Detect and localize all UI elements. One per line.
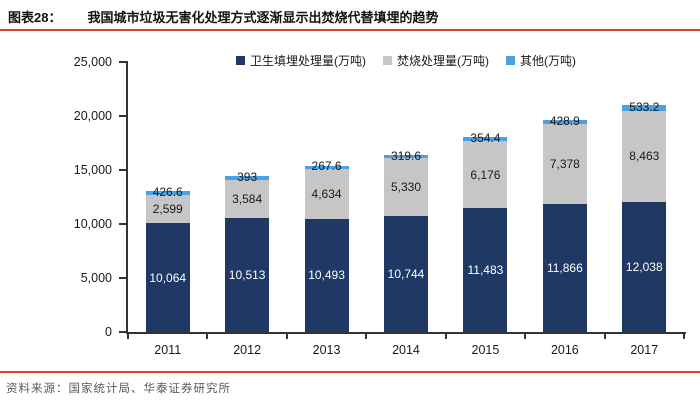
y-tick-label: 25,000 <box>73 55 112 69</box>
bar-label-landfill: 11,866 <box>546 260 583 275</box>
figure-header: 图表28： 我国城市垃圾无害化处理方式逐渐显示出焚烧代替填埋的趋势 <box>8 7 438 26</box>
footer-divider <box>0 371 700 373</box>
y-tick-label: 20,000 <box>73 109 112 123</box>
bar-segment-other <box>542 119 587 125</box>
bar-segment-incineration <box>145 195 190 224</box>
x-tick-label: 2012 <box>233 343 262 357</box>
x-tick-label: 2014 <box>392 343 420 357</box>
bar-segment-incineration <box>463 141 508 208</box>
bar-segment-incineration <box>304 168 349 219</box>
figure-title: 我国城市垃圾无害化处理方式逐渐显示出焚烧代替填埋的趋势 <box>87 10 439 25</box>
bar-label-landfill: 10,744 <box>387 266 425 281</box>
bar-label-incineration: 2,599 <box>152 202 183 217</box>
legend-swatch <box>383 56 392 65</box>
x-axis-tick <box>127 334 129 339</box>
x-axis-tick <box>285 334 288 339</box>
bar-segment-other <box>622 104 667 111</box>
bar-segment-other <box>304 165 349 169</box>
bar-label-other: 267.6 <box>311 159 342 174</box>
legend-item-landfill: 卫生填埋处理量(万吨) <box>236 52 366 69</box>
x-axis-tick <box>206 334 209 339</box>
bar-label-other: 354.4 <box>470 131 501 146</box>
x-tick-label: 2017 <box>630 343 659 357</box>
title-divider <box>0 29 700 31</box>
y-tick-label: 0 <box>105 325 112 339</box>
y-axis-tick <box>119 169 126 171</box>
bar-segment-landfill <box>622 201 667 332</box>
x-tick-label: 2015 <box>471 343 500 357</box>
bar-label-landfill: 10,513 <box>228 268 266 283</box>
bar-segment-landfill <box>542 203 587 332</box>
bar-label-incineration: 6,176 <box>470 167 501 182</box>
legend-label: 焚烧处理量(万吨) <box>397 54 489 68</box>
bar-label-landfill: 12,038 <box>625 259 663 274</box>
bar-label-other: 319.6 <box>390 148 422 163</box>
source-note: 资料来源：国家统计局、华泰证券研究所 <box>6 383 231 395</box>
figure-label: 图表28： <box>8 10 62 25</box>
x-tick-label: 2013 <box>312 343 341 357</box>
bar-segment-other <box>145 190 190 196</box>
bar-label-incineration: 7,378 <box>549 157 580 171</box>
x-axis-tick <box>524 334 527 339</box>
bar-label-other: 393 <box>237 169 258 184</box>
y-tick-label: 10,000 <box>73 217 112 231</box>
y-tick-label: 5,000 <box>80 271 112 285</box>
bar-label-landfill: 10,064 <box>149 270 187 285</box>
bar-label-incineration: 5,330 <box>390 180 422 195</box>
bar-label-other: 428.9 <box>549 113 580 128</box>
bar-label-incineration: 3,584 <box>232 192 263 207</box>
legend-label: 卫生填埋处理量(万吨) <box>250 54 366 68</box>
bar-segment-other <box>225 175 270 180</box>
bar-label-landfill: 10,493 <box>308 268 345 283</box>
bar-segment-other <box>384 154 428 159</box>
chart-legend: 卫生填埋处理量(万吨) 焚烧处理量(万吨) 其他(万吨) <box>128 52 684 69</box>
y-axis-tick <box>119 223 126 225</box>
bar-label-incineration: 4,634 <box>311 186 342 201</box>
bar-label-landfill: 11,483 <box>467 262 504 277</box>
bar-segment-other <box>463 137 508 142</box>
x-tick-label: 2016 <box>550 343 579 357</box>
legend-item-incineration: 焚烧处理量(万吨) <box>383 52 489 69</box>
bar-segment-landfill <box>225 218 270 332</box>
bar-segment-landfill <box>304 218 349 332</box>
legend-item-other: 其他(万吨) <box>506 52 576 69</box>
bar-segment-incineration <box>622 110 667 202</box>
bar-segment-incineration <box>384 158 428 216</box>
y-axis-tick <box>119 277 126 279</box>
x-axis-tick <box>683 334 685 339</box>
y-axis-tick <box>119 115 126 117</box>
bar-segment-landfill <box>463 207 508 332</box>
bar-label-incineration: 8,463 <box>629 149 660 164</box>
x-axis-tick <box>603 334 606 339</box>
y-tick-label: 15,000 <box>73 163 112 177</box>
bar-segment-landfill <box>145 223 190 332</box>
legend-swatch <box>506 56 515 65</box>
bar-segment-incineration <box>542 124 587 204</box>
bar-label-other: 426.6 <box>152 184 183 199</box>
y-axis <box>126 61 128 334</box>
legend-label: 其他(万吨) <box>520 54 576 68</box>
legend-swatch <box>236 56 245 65</box>
x-tick-label: 2011 <box>154 343 182 357</box>
x-axis-tick <box>365 334 368 339</box>
x-axis <box>126 332 686 334</box>
y-axis-tick <box>119 61 126 63</box>
bar-segment-incineration <box>225 179 270 219</box>
bar-segment-landfill <box>384 215 428 332</box>
x-axis-tick <box>444 334 447 339</box>
y-axis-tick <box>119 331 126 333</box>
bar-label-other: 533.2 <box>629 99 660 114</box>
